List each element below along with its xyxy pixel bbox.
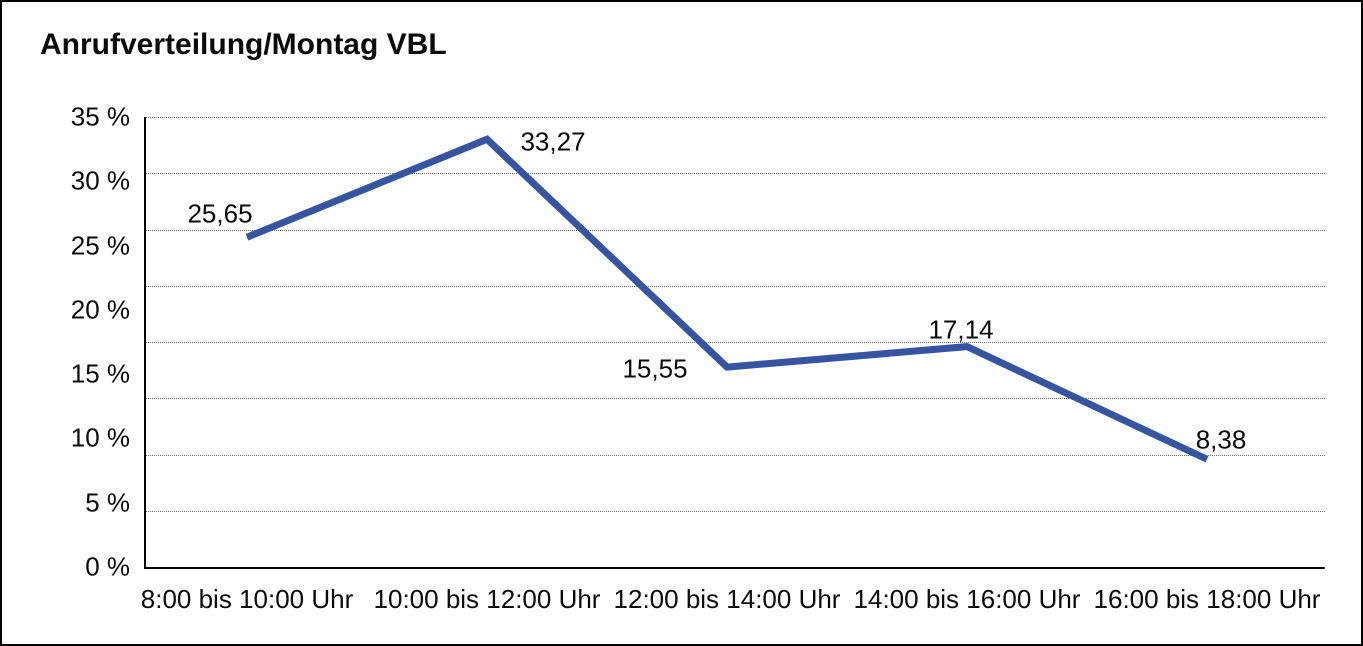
y-axis-tick-labels: 35 % 30 % 25 % 20 % 15 % 10 % 5 % 0 % — [2, 102, 132, 582]
x-axis-tick-label: 14:00 bis 16:00 Uhr — [853, 584, 1081, 614]
gridline — [146, 510, 1325, 512]
y-axis-tick-label: 35 % — [70, 101, 130, 132]
gridline — [146, 398, 1325, 400]
data-label: 8,38 — [1195, 424, 1247, 455]
plot-area: 25,65 33,27 15,55 17,14 8,38 — [144, 117, 1325, 569]
line-series — [245, 135, 1209, 463]
x-axis-tick-label: 16:00 bis 18:00 Uhr — [1093, 584, 1321, 614]
y-axis-tick-label: 0 % — [85, 551, 130, 582]
gridline — [146, 173, 1325, 175]
y-axis-tick-label: 20 % — [70, 294, 130, 325]
gridline — [146, 454, 1325, 456]
x-axis-tick-labels: 8:00 bis 10:00 Uhr 10:00 bis 12:00 Uhr 12:… — [2, 584, 1361, 614]
x-axis-tick-label: 10:00 bis 12:00 Uhr — [373, 584, 601, 614]
y-axis-tick-label: 15 % — [70, 358, 130, 389]
y-axis-tick-label: 10 % — [70, 422, 130, 453]
y-axis-tick-label: 30 % — [70, 165, 130, 196]
gridline — [146, 285, 1325, 287]
series-polyline — [245, 135, 1209, 463]
x-axis-tick-label: 12:00 bis 14:00 Uhr — [613, 584, 841, 614]
chart-title: Anrufverteilung/Montag VBL — [40, 28, 447, 61]
gridline — [146, 229, 1325, 231]
data-label: 15,55 — [622, 353, 688, 384]
gridline — [146, 342, 1325, 343]
x-axis-tick-label: 8:00 bis 10:00 Uhr — [140, 584, 354, 614]
y-axis-tick-label: 5 % — [85, 487, 130, 518]
data-label: 17,14 — [928, 314, 994, 345]
data-label: 25,65 — [187, 198, 253, 229]
y-axis-tick-label: 25 % — [70, 230, 130, 261]
data-label: 33,27 — [520, 126, 586, 157]
gridline — [146, 117, 1325, 118]
